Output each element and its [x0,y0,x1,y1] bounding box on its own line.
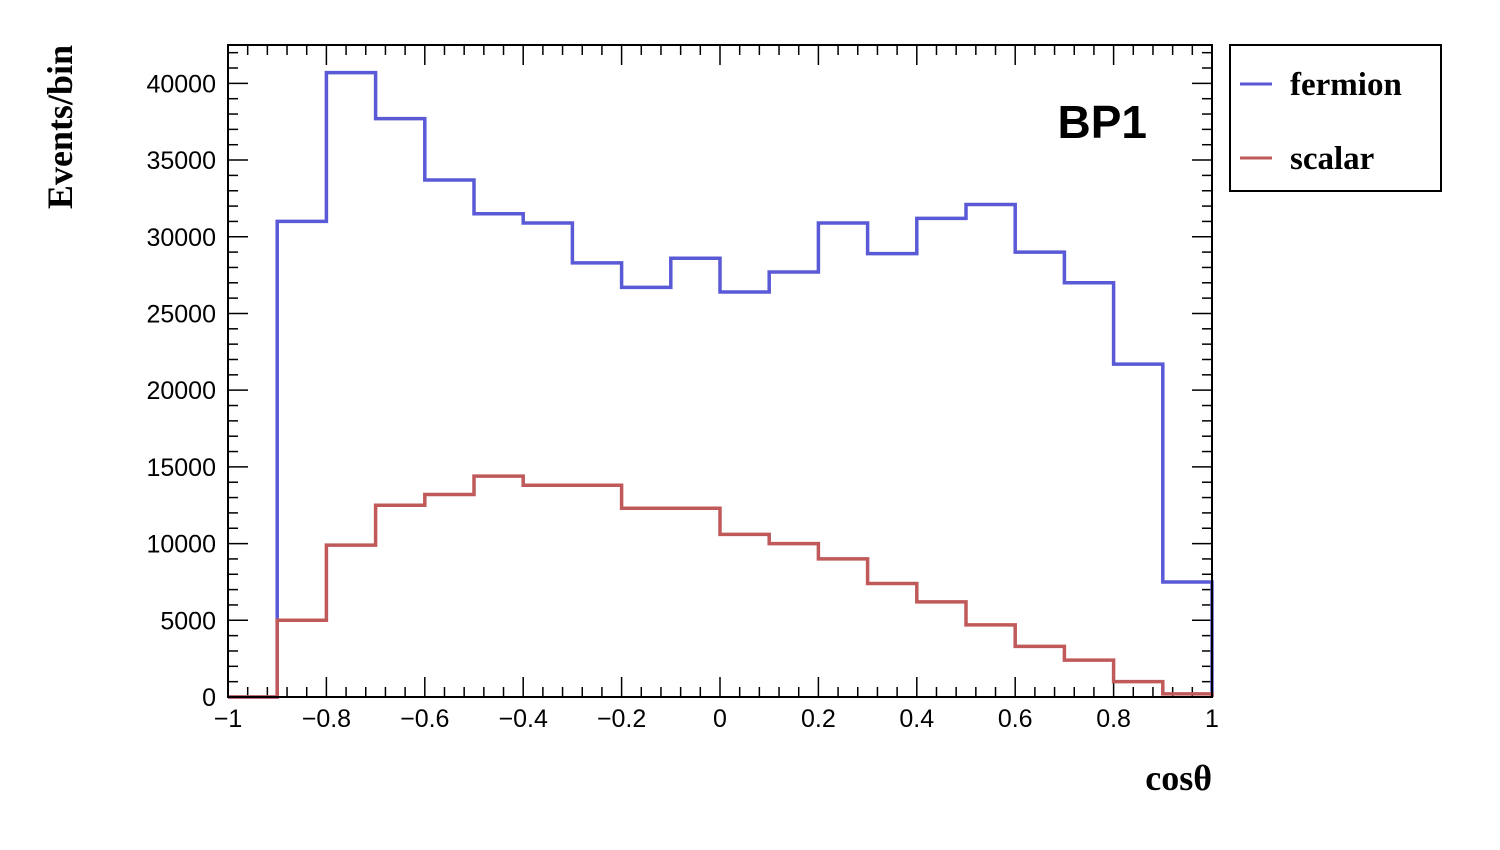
x-tick-label: −0.8 [302,705,351,733]
x-tick-label: 0.2 [801,705,836,733]
y-tick-label: 40000 [146,70,216,98]
x-axis-ticks: −1 −0.8 −0.6 −0.4 −0.2 0 0.2 0.4 0.6 0.8 1 [214,45,1219,733]
x-tick-label: −0.6 [400,705,449,733]
benchmark-annotation: BP1 [1058,96,1147,148]
y-tick-label: 5000 [160,607,216,635]
legend-box [1229,44,1442,192]
legend: fermion scalar [1229,44,1442,192]
y-tick-label: 30000 [146,224,216,252]
y-tick-label: 10000 [146,531,216,559]
y-axis-ticks: 0 5000 10000 15000 20000 25000 30000 35000 40000 [146,51,1212,712]
x-tick-label: 1 [1205,705,1219,733]
series-line-fermion [228,70,1214,699]
series-line-scalar [228,474,1214,699]
x-tick-label: 0.4 [899,705,934,733]
x-tick-label: −0.2 [597,705,646,733]
series-layer [228,70,1214,699]
plot-frame [227,44,1213,698]
y-tick-label: 25000 [146,300,216,328]
y-tick-label: 20000 [146,377,216,405]
y-axis-title: Events/bin [40,45,80,209]
legend-label-scalar: scalar [1290,141,1374,177]
y-tick-label: 0 [202,684,216,712]
legend-label-fermion: fermion [1290,67,1402,103]
y-tick-label: 15000 [146,454,216,482]
x-tick-label: 0.6 [998,705,1033,733]
x-axis-title: cosθ [1145,758,1212,798]
x-tick-label: −0.4 [499,705,548,733]
y-tick-label: 35000 [146,147,216,175]
x-tick-label: 0 [713,705,727,733]
x-tick-label: −1 [214,705,243,733]
x-tick-label: 0.8 [1096,705,1131,733]
